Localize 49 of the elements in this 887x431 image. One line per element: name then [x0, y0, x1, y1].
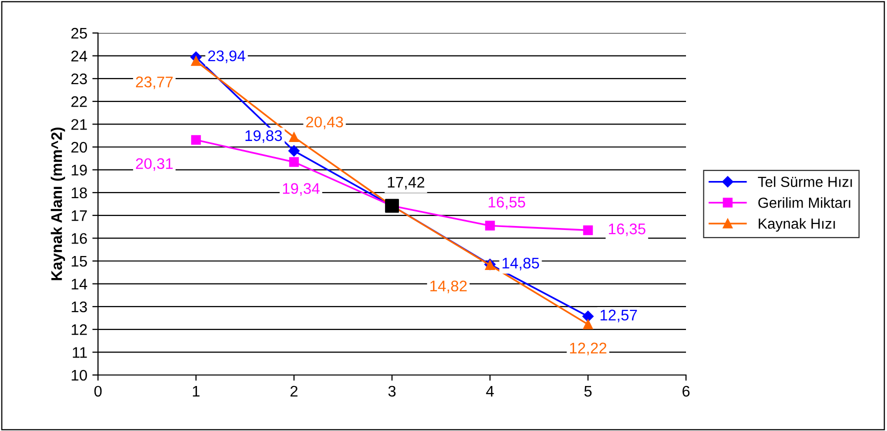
y-tick-label: 23 [71, 73, 87, 84]
y-tick-label: 14 [72, 278, 88, 290]
x-tick-label: 5 [584, 386, 592, 397]
data-label: 20,31 [136, 158, 173, 171]
y-tick-label: 15 [72, 256, 87, 267]
data-label: 12,22 [570, 342, 606, 356]
data-label: 12,57 [600, 310, 637, 322]
y-tick-label: 21 [71, 119, 87, 130]
y-tick-label: 10 [72, 370, 87, 381]
point [191, 135, 201, 145]
legend-label: Kaynak Hızı [758, 218, 835, 232]
y-axis-title: Kaynak Alanı (mm^2) [50, 128, 66, 280]
y-tick-label: 20 [71, 142, 87, 153]
point [583, 320, 593, 330]
y-tick-label: 11 [72, 347, 87, 358]
point [191, 56, 201, 66]
x-tick-label: 4 [486, 386, 494, 396]
data-label: 19,34 [282, 183, 320, 196]
data-label: 16,55 [488, 196, 526, 210]
legend-label: Gerilim Miktarı [758, 197, 850, 208]
y-tick-label: 25 [71, 28, 87, 39]
data-label: 16,35 [608, 224, 646, 236]
x-tick-label: 6 [682, 386, 690, 397]
data-label: 23,77 [136, 76, 173, 90]
data-label: 17,42 [388, 176, 424, 190]
x-tick-label: 3 [388, 386, 396, 397]
data-label: 20,43 [306, 116, 343, 130]
y-tick-label: 19 [72, 164, 87, 176]
point [583, 225, 593, 236]
point [289, 157, 299, 167]
point [582, 310, 594, 322]
point [288, 145, 300, 156]
data-label: 14,82 [430, 280, 467, 294]
data-label: 19,83 [245, 130, 282, 143]
y-tick-label: 13 [72, 301, 87, 312]
x-tick-label: 0 [94, 386, 102, 397]
x-tick-label: 1 [192, 386, 200, 396]
y-tick-label: 18 [72, 187, 87, 198]
x-tick-label: 2 [290, 386, 298, 396]
point [485, 220, 495, 231]
y-tick-label: 24 [71, 50, 88, 62]
point [289, 132, 299, 142]
legend-label: Tel Sürme Hızı [758, 176, 852, 188]
y-tick-label: 22 [71, 96, 87, 107]
y-tick-label: 17 [72, 210, 87, 221]
data-label: 14,85 [502, 258, 540, 270]
y-tick-label: 16 [72, 233, 87, 244]
data-label: 23,94 [208, 50, 246, 64]
y-tick-label: 12 [72, 324, 87, 335]
